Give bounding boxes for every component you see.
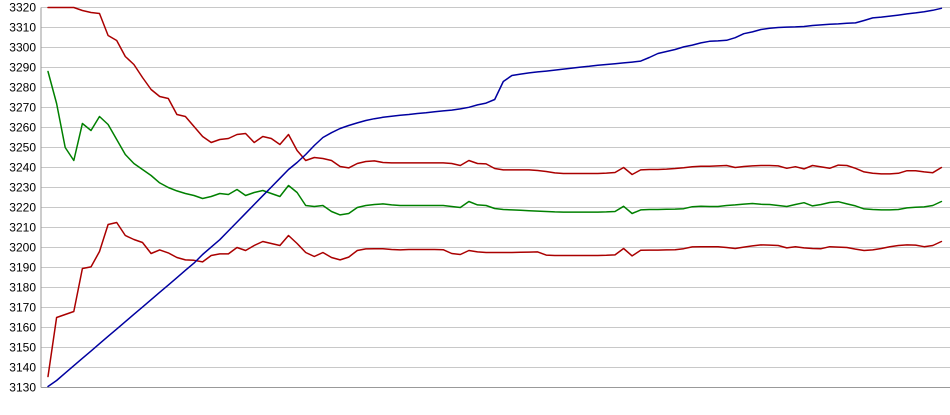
series-lower-red-line xyxy=(47,221,943,378)
y-axis-tick-label: 3200 xyxy=(9,241,36,255)
y-axis-tick-label: 3140 xyxy=(9,361,36,375)
y-axis-tick-label: 3130 xyxy=(9,381,36,395)
gridlines-layer xyxy=(41,7,950,388)
y-axis-tick-label: 3260 xyxy=(9,121,36,135)
y-axis-tick-label: 3250 xyxy=(9,141,36,155)
y-axis-tick-label: 3180 xyxy=(9,281,36,295)
y-axis-tick-label: 3280 xyxy=(9,81,36,95)
y-axis-tick-label: 3230 xyxy=(9,181,36,195)
y-axis-tick-label: 3300 xyxy=(9,41,36,55)
y-axis-tick-label: 3190 xyxy=(9,261,36,275)
y-axis-tick-label: 3290 xyxy=(9,61,36,75)
series-layer xyxy=(47,6,943,388)
y-axis-tick-label: 3160 xyxy=(9,321,36,335)
y-axis-tick-label: 3320 xyxy=(9,1,36,15)
y-axis-tick-label: 3150 xyxy=(9,341,36,355)
series-green-line xyxy=(47,70,943,216)
series-upper-red-line xyxy=(47,6,943,176)
y-axis-tick-label: 3240 xyxy=(9,161,36,175)
y-axis-tick-label: 3310 xyxy=(9,21,36,35)
y-axis-tick-label: 3210 xyxy=(9,221,36,235)
y-axis-layer xyxy=(40,7,950,388)
y-axis-tick-label: 3270 xyxy=(9,101,36,115)
y-axis-labels: 3320 3310 3300 3290 3280 3270 3260 3250 3240 3230… xyxy=(9,1,36,395)
y-axis-tick-label: 3170 xyxy=(9,301,36,315)
series-blue-line xyxy=(47,7,943,388)
y-axis-tick-label: 3220 xyxy=(9,201,36,215)
